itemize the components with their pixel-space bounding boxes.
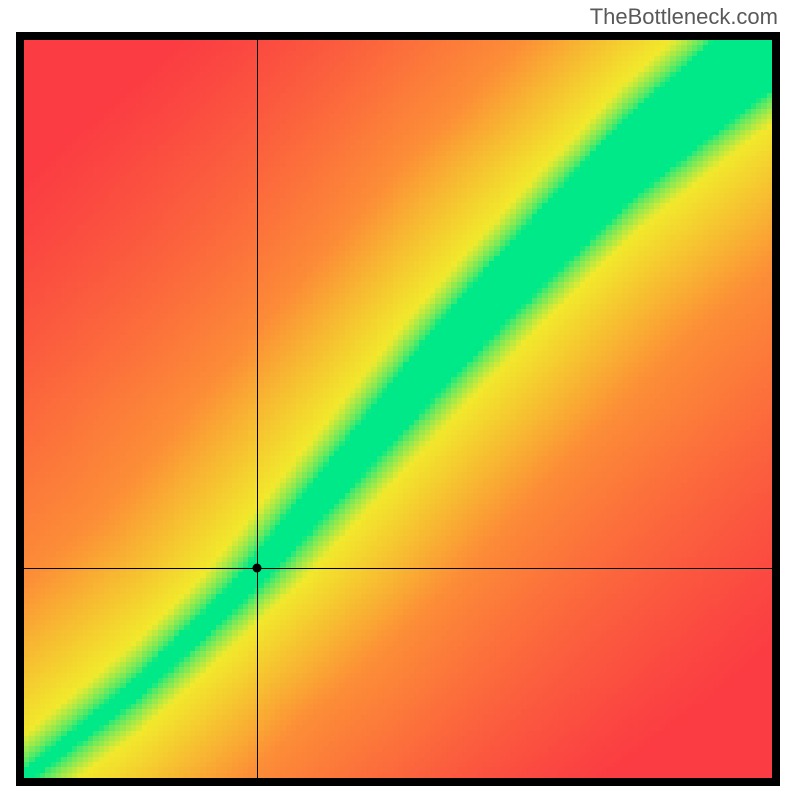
crosshair-horizontal [24, 568, 772, 569]
heatmap-area [24, 40, 772, 778]
attribution-text: TheBottleneck.com [590, 4, 778, 30]
crosshair-vertical [257, 40, 258, 778]
crosshair-marker [253, 564, 262, 573]
heatmap-canvas [24, 40, 772, 778]
chart-container: TheBottleneck.com [0, 0, 800, 800]
